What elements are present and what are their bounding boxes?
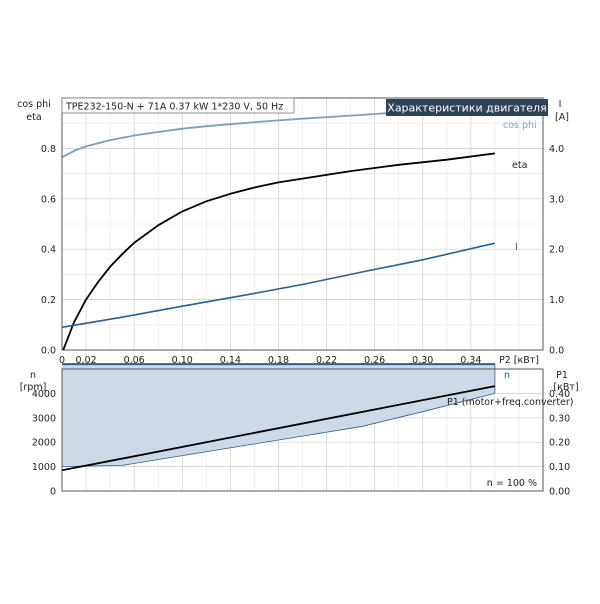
bottom-left-axis-title-2: [rpm] (20, 382, 47, 393)
series-line-i (61, 242, 496, 329)
top-right-axis-title-2: [A] (555, 112, 569, 123)
series-label-current: I (515, 242, 518, 253)
bottom-right-axis-title-1: P1 (556, 370, 568, 381)
top-left-tick-label: 0.6 (41, 194, 56, 205)
top-left-tick-label: 0.8 (41, 144, 56, 155)
n-band-area (62, 364, 495, 467)
series-label-cos-phi: cos phi (503, 120, 537, 131)
series-line-eta (62, 152, 496, 351)
top-x-tick-label: 0,26 (364, 355, 385, 366)
bottom-right-tick-label: 0.00 (549, 487, 570, 498)
model-label-box (61, 97, 295, 114)
bottom-left-tick-label: 4000 (32, 389, 56, 400)
top-x-tick-label: 0 (59, 355, 65, 366)
top-x-tick-label: 0,22 (316, 355, 337, 366)
series-label-eta: eta (512, 160, 527, 171)
top-x-tick-label: 0,14 (220, 355, 241, 366)
top-right-tick-label: 2.0 (549, 245, 564, 256)
top-left-axis-title-1: cos phi (17, 99, 51, 110)
bottom-series (61, 363, 496, 472)
section-title-box[interactable] (386, 99, 548, 116)
series-label-n: n (504, 370, 510, 381)
bottom-left-tick-label: 2000 (32, 438, 56, 449)
bottom-right-tick-label: 0.20 (549, 438, 570, 449)
top-left-tick-label: 0.4 (41, 245, 56, 256)
top-right-tick-label: 3.0 (549, 194, 564, 205)
top-x-tick-label: 0,02 (75, 355, 96, 366)
bottom-right-tick-label: 0.10 (549, 462, 570, 473)
top-x-tick-label: 0,06 (124, 355, 145, 366)
top-x-axis-title: P2 [кВт] (499, 355, 539, 366)
top-right-axis-title-1: I (559, 99, 562, 110)
section-title: Характеристики двигателя (387, 102, 546, 115)
n-lower-line (61, 393, 495, 467)
bottom-right-axis-title-2: [кВт] (553, 382, 578, 393)
top-left-axis-title-2: eta (26, 112, 41, 123)
top-left-tick-label: 0.0 (41, 346, 56, 357)
top-series-labels: cos phi eta I (503, 120, 537, 253)
top-x-tick-label: 0,30 (412, 355, 433, 366)
top-x-tick-label: 0,34 (460, 355, 481, 366)
top-x-tick-label: 0,10 (172, 355, 193, 366)
p1-line (61, 385, 496, 472)
bottom-left-tick-label: 3000 (32, 413, 56, 424)
bottom-left-axis-title-1: n (30, 370, 36, 381)
model-label: TPE232-150-N + 71A 0.37 kW 1*230 V, 50 H… (65, 102, 283, 113)
top-right-tick-label: 0.0 (549, 346, 564, 357)
series-label-p1: P1 (motor+freq.converter) (447, 397, 574, 408)
bottom-right-tick-label: 0.30 (549, 413, 570, 424)
bottom-plot-frame (61, 368, 544, 492)
speed-annotation: n = 100 % (487, 478, 537, 489)
top-right-tick-label: 4.0 (549, 144, 564, 155)
bottom-right-tick-label: 0.40 (549, 389, 570, 400)
bottom-left-tick-label: 1000 (32, 462, 56, 473)
top-grid (61, 98, 543, 351)
top-ticks: 0 0,02 0,06 0,10 0,14 0,18 0,22 0,26 0,30 0,34 0.0… (41, 144, 564, 366)
bottom-left-tick-label: 0 (50, 487, 56, 498)
top-x-tick-label: 0,18 (268, 355, 289, 366)
top-plot-frame (61, 97, 544, 351)
series-line-cos-phi (61, 107, 495, 158)
top-right-tick-label: 1.0 (549, 295, 564, 306)
top-series (61, 107, 496, 351)
top-left-tick-label: 0.2 (41, 295, 56, 306)
bottom-ticks: 0 1000 2000 3000 4000 0.00 0.10 0.20 0.30 0.40 (32, 389, 570, 498)
